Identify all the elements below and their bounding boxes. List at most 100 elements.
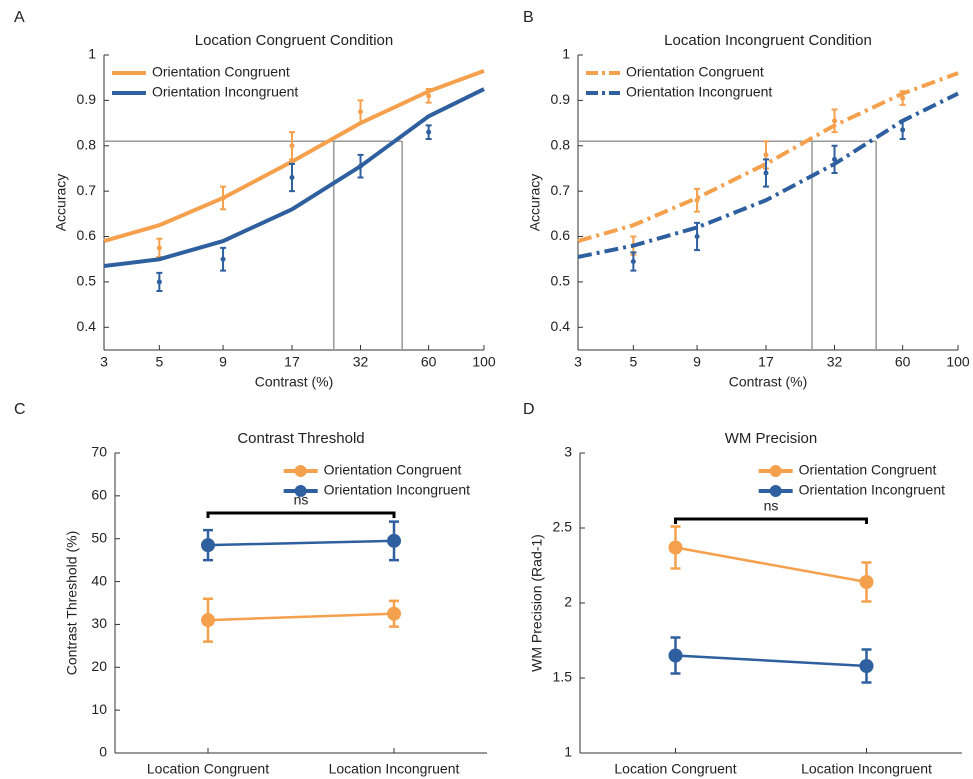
y-tick-label: 0.7 (551, 182, 571, 198)
y-axis-label: WM Precision (Rad-1) (529, 534, 545, 672)
y-tick-label: 30 (91, 615, 107, 631)
data-point (289, 143, 295, 149)
x-axis-label: Contrast (%) (255, 374, 334, 390)
legend-marker (769, 465, 782, 477)
legend-label: Orientation Congruent (626, 64, 764, 80)
y-tick-label: 2.5 (553, 519, 573, 535)
fit-curve (103, 87, 485, 269)
panel: D WM Precision WM Precision (Rad-1) 1 1.5 2 2.… (523, 401, 962, 777)
data-point (358, 163, 364, 169)
data-point (763, 170, 769, 176)
chart-title: Location Incongruent Condition (664, 32, 872, 49)
x-tick-label: Location Congruent (614, 761, 736, 777)
legend-label: Orientation Incongruent (324, 482, 470, 498)
x-tick-label: 60 (421, 354, 437, 370)
legend-label: Orientation Congruent (799, 462, 937, 478)
x-tick-label: 60 (895, 354, 911, 370)
x-tick-label: 9 (693, 354, 701, 370)
y-tick-label: 0.6 (551, 227, 571, 243)
y-tick-label: 0.9 (551, 91, 571, 107)
data-point (387, 533, 401, 548)
legend: Orientation Congruent Orientation Incongr… (283, 462, 470, 498)
x-tick-label: 17 (758, 354, 774, 370)
x-tick-label: Location Congruent (147, 761, 269, 777)
x-tick-label: 3 (574, 354, 582, 370)
legend-label: Orientation Incongruent (626, 84, 772, 100)
series-line (675, 654, 867, 668)
y-tick-label: 0.8 (77, 136, 97, 152)
x-tick-label: 100 (946, 354, 970, 370)
y-tick-label: 60 (91, 487, 107, 503)
y-axis-label: Contrast Threshold (%) (64, 531, 80, 675)
legend-marker (294, 485, 307, 497)
y-tick-label: 0.5 (77, 273, 97, 289)
panel: B Location Incongruent Condition Accuracy C… (523, 9, 970, 389)
x-tick-label: 17 (284, 354, 300, 370)
y-tick-label: 3 (564, 444, 572, 460)
legend-label: Orientation Congruent (324, 462, 462, 478)
x-tick-label: 32 (353, 354, 369, 370)
legend: Orientation Congruent Orientation Incongr… (112, 64, 298, 100)
series-line (675, 546, 867, 584)
x-tick-label: 100 (472, 354, 496, 370)
data-point (900, 127, 906, 133)
y-tick-label: 70 (91, 444, 107, 460)
data-point (201, 538, 215, 553)
data-point (156, 245, 162, 251)
y-tick-label: 0 (99, 744, 107, 760)
data-point (694, 197, 700, 203)
y-axis-label: Accuracy (53, 174, 69, 232)
series-line (207, 612, 395, 622)
data-point (387, 606, 401, 621)
data-point (694, 234, 700, 240)
legend-marker (769, 485, 782, 497)
legend: Orientation Congruent Orientation Incongr… (758, 462, 945, 498)
data-point (156, 279, 162, 285)
y-tick-label: 40 (91, 572, 107, 588)
chart-title: Contrast Threshold (237, 430, 364, 447)
data-point (358, 109, 364, 115)
panel-letter: A (14, 9, 25, 26)
x-tick-label: 5 (629, 354, 637, 370)
data-point (220, 256, 226, 262)
x-tick-label: Location Incongruent (329, 761, 460, 777)
data-point (859, 659, 874, 673)
legend-label: Orientation Incongruent (799, 482, 945, 498)
x-axis-label: Contrast (%) (729, 374, 808, 390)
data-point (668, 648, 683, 663)
x-tick-label: 32 (827, 354, 843, 370)
data-point (832, 118, 838, 124)
legend-marker (294, 465, 307, 477)
y-tick-label: 0.5 (551, 273, 571, 289)
y-tick-label: 10 (91, 701, 107, 717)
panel: C Contrast Threshold Contrast Threshold (%… (14, 401, 487, 777)
data-point (201, 613, 215, 628)
x-tick-label: 9 (219, 354, 227, 370)
data-point (763, 152, 769, 158)
y-tick-label: 1 (562, 46, 570, 62)
x-tick-label: 3 (100, 354, 108, 370)
data-point (668, 540, 683, 555)
y-tick-label: 20 (91, 658, 107, 674)
data-point (426, 129, 432, 135)
data-point (289, 175, 295, 181)
x-tick-label: 5 (155, 354, 163, 370)
x-tick-label: Location Incongruent (801, 761, 932, 777)
legend-label: Orientation Incongruent (152, 84, 298, 100)
y-tick-label: 0.4 (77, 318, 97, 334)
y-tick-label: 0.9 (77, 91, 97, 107)
data-point (832, 156, 838, 162)
data-point (859, 575, 874, 589)
y-tick-label: 50 (91, 529, 107, 545)
panel-letter: D (523, 401, 535, 418)
y-tick-label: 0.6 (77, 227, 97, 243)
significance-bracket (674, 517, 868, 524)
data-point (220, 195, 226, 201)
y-tick-label: 0.4 (551, 318, 571, 334)
y-tick-label: 1.5 (553, 669, 573, 685)
data-point (426, 93, 432, 99)
annotation: ns (764, 498, 779, 514)
data-point (630, 259, 636, 264)
data-point (900, 95, 906, 101)
